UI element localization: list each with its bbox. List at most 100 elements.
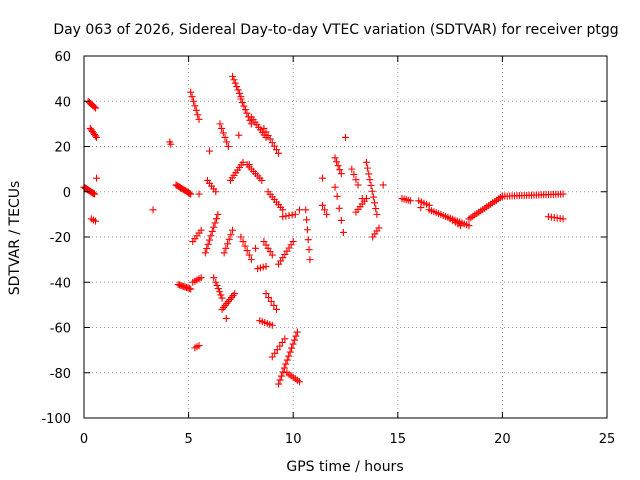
data-point xyxy=(273,346,281,354)
data-point xyxy=(90,103,98,111)
data-point xyxy=(264,132,272,140)
data-point xyxy=(262,290,270,298)
data-point xyxy=(238,99,246,107)
data-point xyxy=(92,104,100,112)
data-point xyxy=(217,291,225,299)
data-point xyxy=(187,190,195,198)
data-point xyxy=(331,183,339,191)
data-point xyxy=(333,158,341,166)
data-point xyxy=(234,86,242,94)
data-point xyxy=(195,342,203,350)
data-point xyxy=(267,297,275,305)
y-tick-label: 40 xyxy=(54,95,71,110)
data-point xyxy=(212,188,220,196)
data-point xyxy=(92,132,100,140)
x-tick-label: 25 xyxy=(599,432,616,447)
data-point xyxy=(268,353,276,361)
data-point xyxy=(358,195,366,203)
data-point xyxy=(241,242,249,250)
data-point xyxy=(223,138,231,146)
x-tick-label: 20 xyxy=(494,432,511,447)
data-point xyxy=(303,216,311,224)
data-point xyxy=(417,204,425,212)
data-point xyxy=(304,236,312,244)
data-point xyxy=(285,212,293,220)
data-points xyxy=(80,72,567,388)
data-point xyxy=(279,213,287,221)
data-point xyxy=(224,143,232,150)
data-point xyxy=(279,206,287,214)
data-point xyxy=(192,106,200,114)
data-point xyxy=(149,206,157,214)
data-point xyxy=(286,348,294,356)
data-point xyxy=(362,158,370,166)
data-point xyxy=(225,235,233,243)
data-point xyxy=(270,301,278,309)
data-point xyxy=(194,111,202,119)
data-point xyxy=(406,197,414,205)
y-tick-label: -40 xyxy=(50,276,71,291)
data-point xyxy=(272,146,280,154)
data-point xyxy=(350,170,358,178)
data-point xyxy=(335,204,343,212)
data-point xyxy=(240,102,248,110)
data-point xyxy=(237,233,245,241)
data-point xyxy=(197,226,205,234)
data-point xyxy=(289,238,297,246)
data-point xyxy=(262,262,270,270)
data-point xyxy=(195,115,203,123)
data-point xyxy=(306,256,314,264)
data-point xyxy=(93,174,101,182)
data-point xyxy=(354,181,362,189)
data-point xyxy=(189,97,197,105)
data-point xyxy=(336,166,344,174)
data-point xyxy=(224,240,232,248)
data-point xyxy=(293,328,301,336)
data-point xyxy=(272,305,280,313)
data-point xyxy=(233,83,241,91)
data-point xyxy=(271,349,279,357)
data-point xyxy=(559,215,567,223)
data-point xyxy=(187,88,195,96)
data-point xyxy=(92,217,100,225)
data-point xyxy=(262,128,270,136)
data-point xyxy=(288,344,296,352)
y-tick-label: -60 xyxy=(50,322,71,337)
data-point xyxy=(207,232,215,240)
data-point xyxy=(270,142,278,150)
data-point xyxy=(216,120,224,128)
data-point xyxy=(246,116,254,124)
data-point xyxy=(191,102,199,110)
data-point xyxy=(457,222,465,230)
data-point xyxy=(334,162,342,170)
data-point xyxy=(229,226,237,234)
data-point xyxy=(281,335,289,343)
data-point xyxy=(216,288,224,296)
data-point xyxy=(239,158,247,166)
x-tick-label: 5 xyxy=(184,432,192,447)
data-point xyxy=(212,215,220,223)
data-point xyxy=(203,245,211,253)
chart-title: Day 063 of 2026, Sidereal Day-to-day VTE… xyxy=(53,22,618,38)
data-point xyxy=(367,181,375,189)
data-point xyxy=(214,285,222,293)
data-point xyxy=(201,249,209,257)
data-point xyxy=(218,294,226,302)
data-point xyxy=(318,201,326,209)
data-point xyxy=(295,206,303,214)
data-point xyxy=(211,219,219,227)
y-tick-label: -20 xyxy=(50,231,71,246)
data-point xyxy=(333,192,341,200)
data-point xyxy=(285,352,293,360)
data-point xyxy=(243,109,251,117)
data-point xyxy=(222,244,230,252)
data-point xyxy=(236,89,244,97)
data-point xyxy=(275,149,283,157)
data-point xyxy=(283,356,291,364)
data-point xyxy=(366,176,374,184)
data-point xyxy=(289,340,297,348)
data-point xyxy=(352,176,360,184)
y-tick-label: 0 xyxy=(63,186,71,201)
data-point xyxy=(197,274,205,282)
data-point xyxy=(275,380,283,388)
